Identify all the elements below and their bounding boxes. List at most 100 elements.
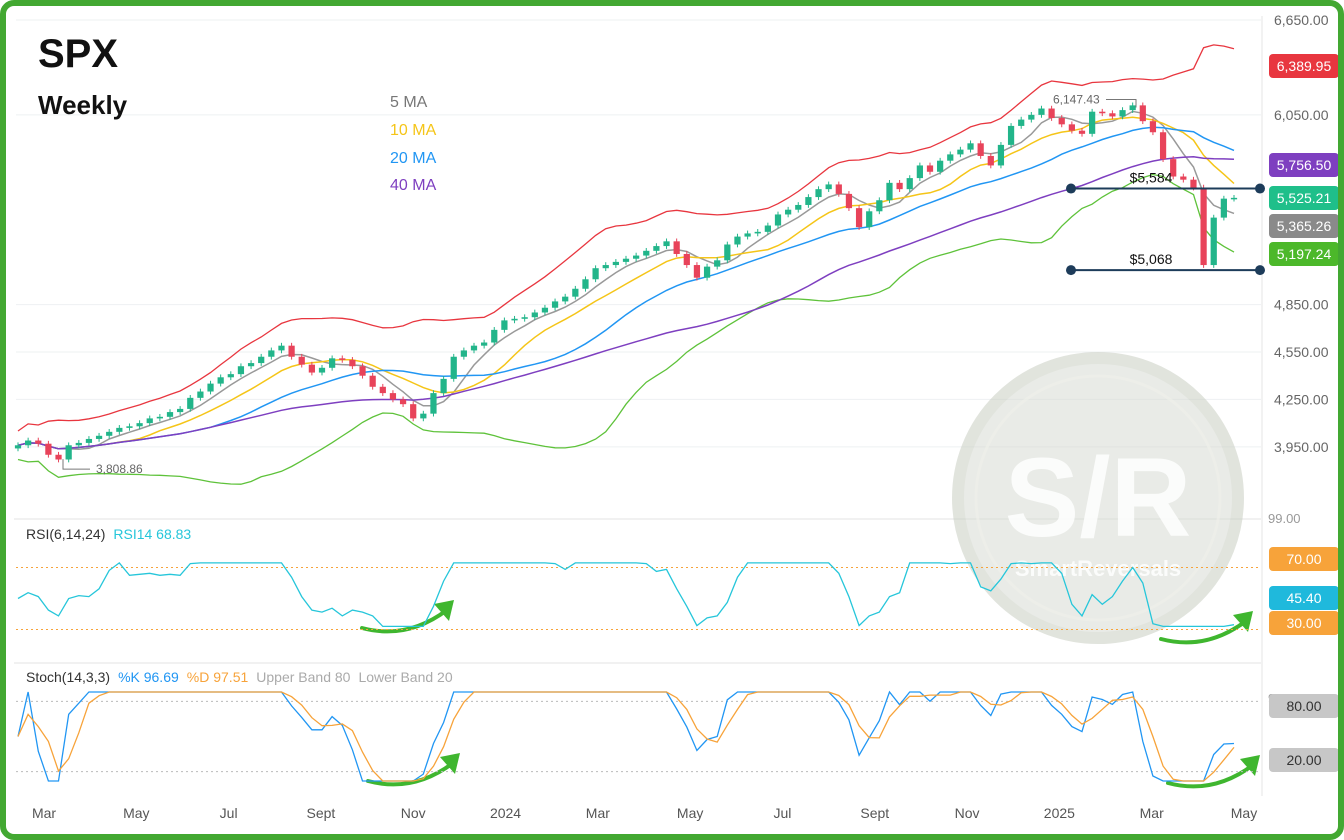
candle [1028,114,1035,120]
candle [35,440,42,444]
candle [774,214,782,226]
stoch-tag-80: 80.00 [1269,694,1338,718]
stoch-lower: Lower Band 20 [358,669,453,685]
level-upper-end [1255,183,1265,194]
stoch-d-line [17,691,1235,782]
candle [166,412,174,417]
x-tick: 2025 [1044,805,1075,821]
ma-5 [17,110,1235,450]
watermark-brand: SmartReversals [1015,556,1181,581]
legend-40ma: 40 MA [390,177,437,194]
stoch-arrow-2-head [1240,755,1260,776]
candle [866,211,873,228]
candle [582,279,589,289]
level-lower-end [1255,265,1265,276]
price-tag-last: 5,525.21 [1269,186,1338,210]
candle [187,397,194,409]
rsi-arrow-2 [1159,619,1248,645]
candle [886,182,893,201]
price-tick: 4,250.00 [1274,391,1329,407]
candle [855,208,863,228]
candle [247,363,255,367]
ma-40 [17,155,1235,450]
x-tick: Sept [307,805,336,821]
candle [896,182,903,190]
candle [511,318,518,321]
candle [1220,198,1227,218]
candle [359,366,366,376]
candle [633,255,640,259]
candle [673,241,680,254]
candle [1129,105,1136,111]
candle [136,423,143,427]
candle [1048,108,1055,119]
candle [612,261,619,266]
candle [1068,124,1075,131]
candle [521,317,528,319]
candle [177,408,184,413]
chart-subtitle: Weekly [38,90,128,120]
candle [1149,121,1157,133]
candle [481,342,488,346]
x-tick: May [123,805,149,821]
candle [1018,119,1025,126]
rsi-line [17,562,1235,628]
rsi-arrow-1 [360,608,449,634]
candle [1159,132,1167,160]
candle [531,312,538,318]
candle [602,265,609,269]
candle [126,426,133,428]
price-tag-20ma: 5,756.50 [1269,153,1338,177]
candle [501,320,508,330]
price-tag-5ma: 5,365.26 [1269,214,1338,238]
candle [399,399,407,405]
candle [1109,113,1116,117]
candle [622,258,630,262]
candle [1099,111,1106,114]
candle [410,404,417,419]
x-tick: Nov [401,805,426,821]
x-tick: Sept [860,805,889,821]
candle [937,160,944,172]
x-tick: 2024 [490,805,521,821]
rsi-name: RSI(6,14,24) [26,526,106,542]
candle [420,413,427,419]
x-tick: Mar [1140,805,1164,821]
low-marker [62,459,90,470]
price-tick: 6,050.00 [1274,107,1329,123]
candle [156,416,163,419]
x-tick: Mar [586,805,610,821]
candle [977,143,984,156]
candle [815,189,822,198]
candle [258,356,265,364]
candle [785,209,792,215]
candle [592,268,599,280]
candle [825,184,832,190]
candle [25,440,32,446]
ma-20 [17,126,1235,450]
candle [55,454,62,460]
rsi-header: RSI(6,14,24) RSI14 68.83 [26,526,199,542]
price-tick: 6,650.00 [1274,12,1329,28]
price-tick: 3,950.00 [1274,439,1329,455]
price-tick: 4,850.00 [1274,297,1329,313]
chart-title: SPX [38,32,119,76]
candle [379,386,386,394]
candle [1139,105,1146,122]
candle [734,236,741,245]
rsi-tag-value: 45.40 [1269,586,1338,610]
candle [1190,179,1197,188]
rsi-tag-70: 70.00 [1269,547,1338,571]
stoch-tag-20: 20.00 [1269,748,1338,772]
candle [572,288,579,297]
candle [75,442,82,446]
candle [643,250,650,256]
candle [207,383,214,392]
candle [551,301,559,308]
rsi-arrow-2-head [1233,611,1253,632]
price-chart: S/R SmartReversals $5,584 $5,068 6,147.43 3… [14,12,1329,821]
rsi-value: RSI14 68.83 [113,526,192,542]
candle [967,143,974,150]
candle [724,244,731,261]
stoch-k-line [17,690,1235,782]
